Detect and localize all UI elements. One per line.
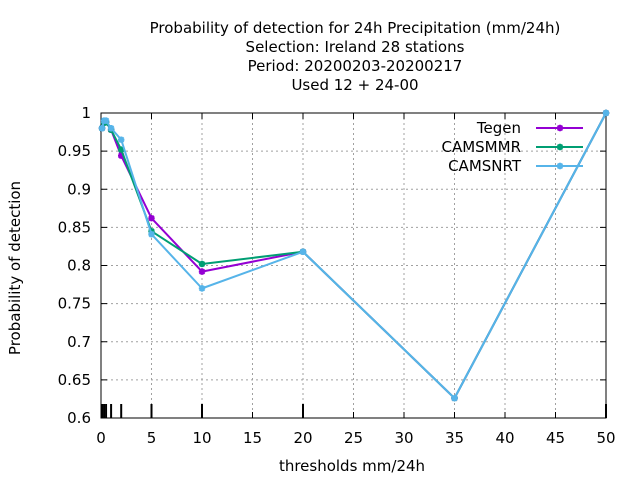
x-tick-label: 35 [445, 429, 464, 447]
data-point-camsnrt [107, 125, 115, 132]
legend-item-tegen: Tegen [476, 119, 583, 137]
data-point-camsnrt [102, 117, 110, 124]
x-tick-label: 20 [293, 429, 312, 447]
x-tick-label: 40 [495, 429, 514, 447]
data-point-tegen [148, 215, 155, 222]
legend-label: CAMSMMR [441, 138, 521, 156]
y-tick-label: 0.6 [67, 409, 91, 427]
data-point-camsmmr [198, 260, 206, 268]
legend-marker [556, 143, 564, 151]
legend-item-camsmmr: CAMSMMR [441, 138, 583, 156]
legend-marker [556, 124, 564, 132]
data-point-camsnrt [148, 231, 155, 238]
series-line-camsnrt [101, 112, 607, 400]
series-camsmmr [98, 109, 610, 402]
axis-ticks [100, 112, 607, 419]
y-tick-label: 1 [81, 104, 91, 122]
y-tick-label: 0.75 [58, 295, 91, 313]
y-axis-label: Probability of detection [6, 181, 24, 355]
x-axis-label: thresholds mm/24h [279, 457, 425, 475]
data-point-camsnrt [602, 109, 610, 117]
x-tick-label: 10 [192, 429, 211, 447]
y-tick-labels: 0.6 0.65 0.7 0.75 0.8 0.85 0.9 0.95 1 [58, 104, 91, 427]
data-point-tegen [198, 268, 206, 275]
y-tick-label: 0.85 [58, 218, 91, 236]
data-point-tegen [118, 152, 125, 159]
legend-item-camsnrt: CAMSNRT [448, 157, 583, 175]
data-point-camsnrt [98, 125, 106, 132]
title-line-2: Selection: Ireland 28 stations [246, 38, 465, 56]
x-tick-label: 0 [96, 429, 106, 447]
series-layer [98, 109, 610, 402]
x-tick-labels: 0 5 10 15 20 25 30 35 40 45 50 [96, 429, 615, 447]
data-point-camsnrt [118, 136, 125, 143]
x-tick-label: 25 [344, 429, 363, 447]
series-tegen [98, 109, 610, 402]
legend-label: CAMSNRT [448, 157, 522, 175]
data-point-camsmmr [118, 146, 125, 153]
legend-marker [556, 162, 564, 170]
chart-title: Probability of detection for 24h Precipi… [150, 19, 561, 94]
title-line-4: Used 12 + 24-00 [291, 76, 418, 94]
threshold-marks [101, 404, 607, 418]
x-tick-label: 50 [596, 429, 615, 447]
title-line-1: Probability of detection for 24h Precipi… [150, 19, 561, 37]
x-tick-label: 15 [243, 429, 262, 447]
data-point-camsnrt [198, 285, 206, 292]
y-tick-label: 0.8 [67, 257, 91, 275]
y-tick-label: 0.7 [67, 333, 91, 351]
x-tick-label: 5 [147, 429, 157, 447]
title-line-3: Period: 20200203-20200217 [248, 57, 463, 75]
x-tick-label: 30 [394, 429, 413, 447]
legend-label: Tegen [476, 119, 521, 137]
grid-lines [101, 113, 606, 418]
series-camsnrt [98, 109, 610, 402]
y-tick-label: 0.65 [58, 371, 91, 389]
y-tick-label: 0.9 [67, 180, 91, 198]
data-point-camsnrt [299, 248, 307, 255]
data-point-camsnrt [451, 394, 458, 402]
y-tick-label: 0.95 [58, 142, 91, 160]
x-tick-label: 45 [546, 429, 565, 447]
